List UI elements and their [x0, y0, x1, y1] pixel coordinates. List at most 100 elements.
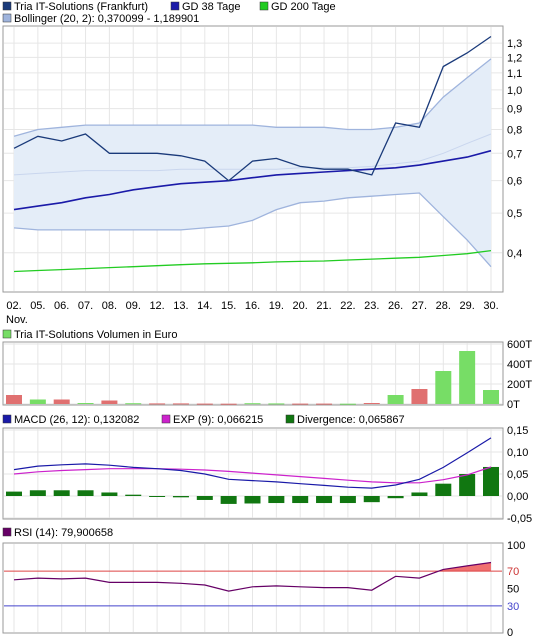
- legend-macd: MACD (26, 12): 0,132082: [14, 414, 139, 426]
- divergence-bar: [53, 490, 70, 496]
- volume-tick-label: 200T: [507, 379, 532, 391]
- divergence-bar: [172, 496, 189, 498]
- volume-bar: [196, 403, 213, 405]
- legend-rsi: RSI (14): 79,900658: [14, 527, 113, 539]
- price-tick-label: 0,6: [507, 176, 522, 188]
- legend-price: Tria IT-Solutions (Frankfurt): [14, 1, 148, 13]
- rsi-grid: [13, 544, 492, 632]
- divergence-bar: [387, 496, 404, 499]
- x-tick-label: 06.: [54, 300, 69, 312]
- x-tick-label: 21.: [316, 300, 331, 312]
- volume-bar: [435, 371, 452, 404]
- volume-bar: [387, 395, 404, 404]
- divergence-bar: [244, 496, 261, 504]
- x-tick-label: 05.: [30, 300, 45, 312]
- macd-line: [13, 437, 492, 489]
- ma200-line: [13, 249, 492, 273]
- price-tick-label: 1,2: [507, 52, 522, 64]
- price-tick-label: 1,0: [507, 85, 522, 97]
- bollinger-band: [14, 58, 491, 267]
- signal-line: [13, 466, 492, 484]
- volume-bar: [459, 351, 476, 404]
- legend-signal: EXP (9): 0,066215: [173, 414, 263, 426]
- legend-swatch-volume: [2, 329, 12, 339]
- x-tick-label: 28.: [436, 300, 451, 312]
- volume-tick-label: 600T: [507, 339, 532, 351]
- price-tick-label: 0,9: [507, 104, 522, 116]
- legend-swatch-macd: [2, 414, 12, 424]
- price-y-axis: 0,4 0,5 0,6 0,7 0,8 0,9 1,0 1,1 1,2 1,3: [507, 38, 522, 260]
- volume-bar: [244, 403, 261, 405]
- x-tick-label: 30.: [483, 300, 498, 312]
- divergence-bar: [77, 490, 94, 496]
- legend-swatch-signal: [161, 414, 171, 424]
- bollinger-mid-line: [13, 133, 492, 176]
- x-tick-label: 09.: [126, 300, 141, 312]
- bollinger-upper-line: [13, 58, 492, 137]
- divergence-bar: [435, 483, 452, 496]
- x-tick-label: 13.: [173, 300, 188, 312]
- macd-plot: [6, 437, 499, 504]
- macd-tick-label: 0,00: [507, 491, 528, 503]
- macd-tick-label: -0,05: [507, 513, 532, 525]
- divergence-bar: [101, 492, 118, 496]
- x-tick-label: 14.: [197, 300, 212, 312]
- macd-tick-label: 0,05: [507, 469, 528, 481]
- price-tick-label: 0,7: [507, 148, 522, 160]
- x-tick-label: 27.: [412, 300, 427, 312]
- price-legend: Tria IT-Solutions (Frankfurt) GD 38 Tage…: [2, 1, 336, 25]
- x-tick-label: 12.: [149, 300, 164, 312]
- x-tick-label: 29.: [460, 300, 475, 312]
- legend-volume: Tria IT-Solutions Volumen in Euro: [14, 329, 177, 341]
- volume-bar: [53, 399, 70, 404]
- x-tick-label: 19.: [269, 300, 284, 312]
- rsi-plot: [4, 561, 502, 607]
- volume-y-axis: 0T 200T 400T 600T: [507, 339, 532, 411]
- macd-tick-label: 0,15: [507, 425, 528, 437]
- divergence-bar: [29, 490, 46, 496]
- legend-ma200: GD 200 Tage: [271, 1, 336, 13]
- volume-bar: [268, 403, 285, 405]
- rsi-tick-label: 30: [507, 601, 519, 613]
- price-line: [13, 35, 492, 182]
- volume-bar: [77, 403, 94, 404]
- volume-bar: [363, 403, 380, 404]
- divergence-bar: [363, 496, 380, 503]
- macd-tick-label: 0,10: [507, 447, 528, 459]
- x-tick-label: 20.: [293, 300, 308, 312]
- x-tick-label: 16.: [245, 300, 260, 312]
- x-tick-label: 23.: [364, 300, 379, 312]
- divergence-bar: [125, 494, 142, 496]
- divergence-bar: [459, 474, 476, 496]
- volume-bar: [339, 403, 356, 405]
- divergence-bar: [6, 491, 22, 496]
- divergence-bar: [411, 492, 428, 496]
- ma38-line: [13, 149, 492, 211]
- legend-swatch-divergence: [285, 414, 295, 424]
- volume-bar: [220, 403, 237, 405]
- rsi-y-axis: 0 30 50 70 100: [507, 540, 525, 639]
- legend-divergence: Divergence: 0,065867: [297, 414, 405, 426]
- divergence-bar: [292, 496, 309, 504]
- volume-bar: [172, 403, 189, 405]
- macd-y-axis: -0,05 0,00 0,05 0,10 0,15: [507, 425, 532, 525]
- volume-bar: [29, 399, 46, 404]
- price-tick-label: 1,1: [507, 68, 522, 80]
- x-tick-label: 02.: [6, 300, 21, 312]
- volume-plot: [6, 351, 499, 405]
- volume-bar: [411, 389, 428, 404]
- divergence-bar: [483, 466, 499, 496]
- volume-bar: [483, 390, 499, 404]
- volume-bar: [149, 403, 166, 405]
- divergence-bar: [220, 496, 237, 504]
- volume-bar: [6, 395, 22, 404]
- price-x-axis: 02. 05. 06. 07. 08. 09. 12. 13. 14. 15. 16. 19. 20. 2…: [6, 300, 498, 312]
- price-tick-label: 0,4: [507, 248, 522, 260]
- volume-bar: [125, 403, 142, 405]
- divergence-bar: [149, 496, 166, 497]
- macd-legend: MACD (26, 12): 0,132082 EXP (9): 0,06621…: [2, 414, 405, 426]
- price-tick-label: 0,8: [507, 125, 522, 137]
- x-tick-label: 22.: [340, 300, 355, 312]
- legend-bollinger: Bollinger (20, 2): 0,370099 - 1,189901: [14, 13, 199, 25]
